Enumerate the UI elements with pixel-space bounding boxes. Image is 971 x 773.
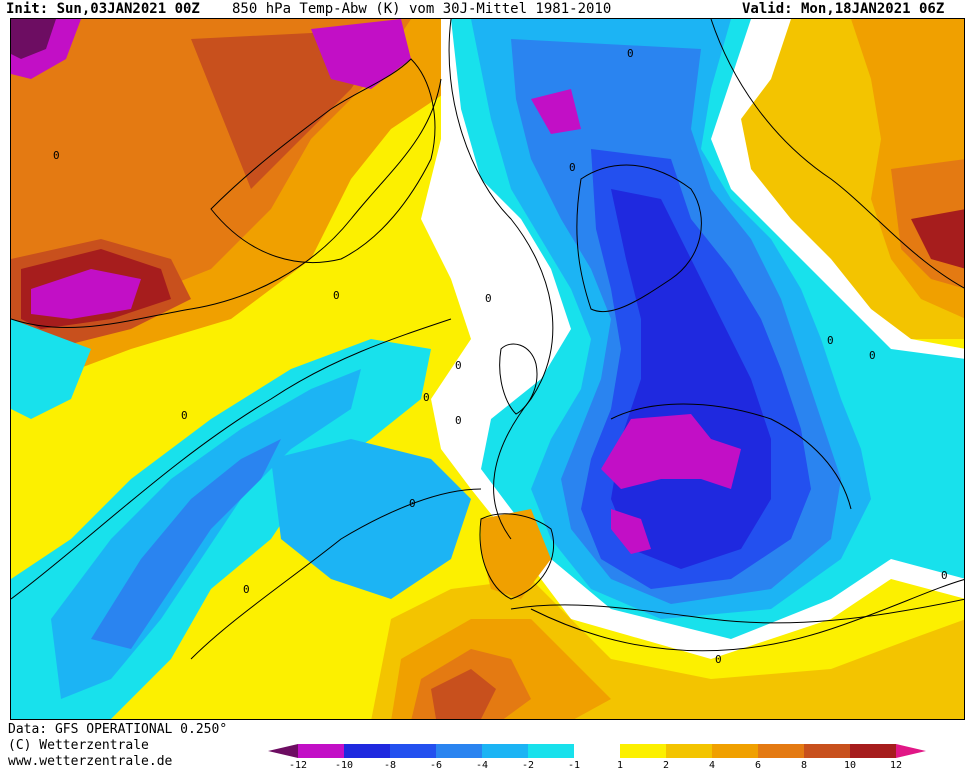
zero-contour-2	[448, 19, 554, 540]
contour-label: 0	[409, 497, 416, 510]
legend-tick-label: 8	[800, 760, 808, 771]
legend-tick-label: 2	[662, 760, 670, 771]
anomaly-area-darkred-east	[911, 209, 964, 269]
init-time: Init: Sun,03JAN2021 00Z	[6, 1, 200, 17]
anomaly-area-atlantic-south-blue	[271, 439, 471, 599]
color-legend: -12 -10 -8 -6 -4 -2 -1 1 2 4 6 8 10 12	[268, 742, 968, 772]
anomaly-area-purple-nw	[11, 19, 56, 59]
zero-contour-5	[710, 19, 964, 289]
legend-tick-label: -4	[475, 760, 489, 771]
legend-tick-label: 4	[708, 760, 716, 771]
legend-color-swatch	[620, 744, 666, 758]
legend-color-swatch	[298, 744, 344, 758]
legend-tick-label: 12	[889, 760, 903, 771]
legend-color-swatch	[850, 744, 896, 758]
anomaly-area-red-africa	[431, 669, 496, 719]
british-isles-coastline	[499, 343, 538, 415]
legend-tick-label: 1	[616, 760, 624, 771]
legend-color-swatch	[758, 744, 804, 758]
zero-contour-1	[11, 78, 442, 329]
legend-tick-label: 10	[843, 760, 857, 771]
legend-tick-label: -1	[567, 760, 581, 771]
anomaly-area-magenta-med	[611, 509, 651, 554]
zero-contour-6	[530, 579, 964, 652]
scandinavia-coastline	[576, 164, 702, 313]
legend-tick-label: -2	[521, 760, 535, 771]
map-canvas: 0 0 0 0 0 0 0 0 0 0 0 0 0 0 0	[11, 19, 964, 719]
anomaly-area-atlantic-blue	[91, 439, 281, 649]
contour-label: 0	[455, 359, 462, 372]
central-europe-borders	[610, 403, 852, 510]
legend-tick-label: -6	[429, 760, 443, 771]
legend-color-swatch	[804, 744, 850, 758]
north-africa-coastline	[510, 598, 964, 624]
map-title: 850 hPa Temp-Abw (K) vom 30J-Mittel 1981…	[232, 1, 612, 17]
zero-contour-3	[11, 318, 452, 600]
legend-tick-label: 6	[754, 760, 762, 771]
legend-color-swatch	[712, 744, 758, 758]
anomaly-area-orange-iberia	[481, 509, 551, 599]
copyright-text: (C) Wetterzentrale	[8, 738, 149, 753]
map-header: Init: Sun,03JAN2021 00Z 850 hPa Temp-Abw…	[0, 0, 971, 18]
contour-label: 0	[53, 149, 60, 162]
legend-color-swatch	[344, 744, 390, 758]
contour-label: 0	[243, 583, 250, 596]
iberia-coastline	[479, 513, 555, 600]
contour-label: 0	[333, 289, 340, 302]
zero-contour-4	[190, 488, 482, 660]
anomaly-area-newfoundland-cyan	[11, 319, 91, 419]
anomaly-area-magenta-greenland	[311, 19, 411, 89]
contour-label: 0	[181, 409, 188, 422]
legend-arrow-right	[896, 744, 926, 758]
legend-tick-label: -10	[334, 760, 354, 771]
data-source-text: Data: GFS OPERATIONAL 0.250°	[8, 722, 228, 737]
website-link[interactable]: www.wetterzentrale.de	[8, 754, 173, 769]
contour-label: 0	[569, 161, 576, 174]
legend-color-swatch	[666, 744, 712, 758]
contour-label: 0	[827, 334, 834, 347]
legend-color-swatch	[482, 744, 528, 758]
anomaly-area-magenta-europe	[601, 414, 741, 489]
greenland-coastline	[210, 58, 436, 263]
contour-label: 0	[485, 292, 492, 305]
contour-label: 0	[941, 569, 948, 582]
legend-color-swatch	[390, 744, 436, 758]
contour-label: 0	[627, 47, 634, 60]
contour-label: 0	[715, 653, 722, 666]
legend-color-swatch	[528, 744, 574, 758]
anomaly-area-magenta-svalbard	[531, 89, 581, 134]
contour-label: 0	[455, 414, 462, 427]
legend-tick-label: -8	[383, 760, 397, 771]
valid-time: Valid: Mon,18JAN2021 06Z	[742, 1, 945, 17]
legend-arrow-left	[268, 744, 298, 758]
temperature-anomaly-map: 0 0 0 0 0 0 0 0 0 0 0 0 0 0 0	[10, 18, 965, 720]
legend-color-swatch	[574, 744, 620, 758]
contour-label: 0	[869, 349, 876, 362]
legend-tick-label: -12	[288, 760, 308, 771]
legend-color-swatch	[436, 744, 482, 758]
contour-label: 0	[423, 391, 430, 404]
anomaly-area-magenta-canada	[31, 269, 141, 319]
color-legend-bar	[268, 742, 968, 760]
